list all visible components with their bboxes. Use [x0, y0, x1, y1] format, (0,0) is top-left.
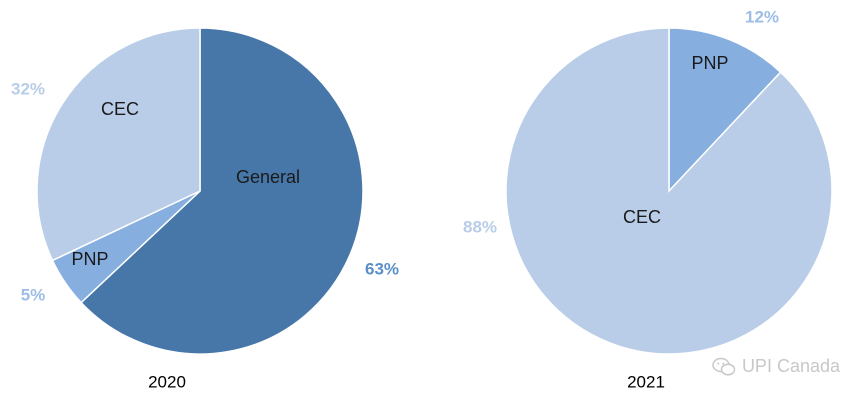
slice-label-pnp: PNP: [691, 53, 728, 73]
chart-year-label: 2021: [627, 372, 665, 391]
slice-percent-cec: 88%: [463, 217, 497, 236]
slice-label-general: General: [236, 167, 300, 187]
slice-label-cec: CEC: [623, 207, 661, 227]
slice-percent-cec: 32%: [11, 79, 45, 98]
pie-slice-cec: [505, 27, 833, 355]
pie-slice-pnp: [668, 27, 782, 193]
pie-slice-cec: [36, 27, 201, 262]
watermark-text: UPI Canada: [741, 356, 840, 376]
slice-percent-general: 63%: [365, 259, 399, 278]
slice-percent-pnp: 5%: [21, 285, 46, 304]
watermark: UPI Canada: [712, 356, 840, 377]
pie-chart-2021: PNP 12% CEC 88% 2021: [463, 7, 833, 391]
slice-percent-pnp: 12%: [745, 7, 779, 26]
chart-year-label: 2020: [148, 372, 186, 391]
slice-label-cec: CEC: [101, 99, 139, 119]
wechat-icon: [712, 357, 736, 376]
pie-chart-2020: General 63% PNP 5% CEC 32% 2020: [11, 27, 399, 391]
slice-label-pnp: PNP: [71, 249, 108, 269]
pie-slice-general: [80, 27, 364, 355]
